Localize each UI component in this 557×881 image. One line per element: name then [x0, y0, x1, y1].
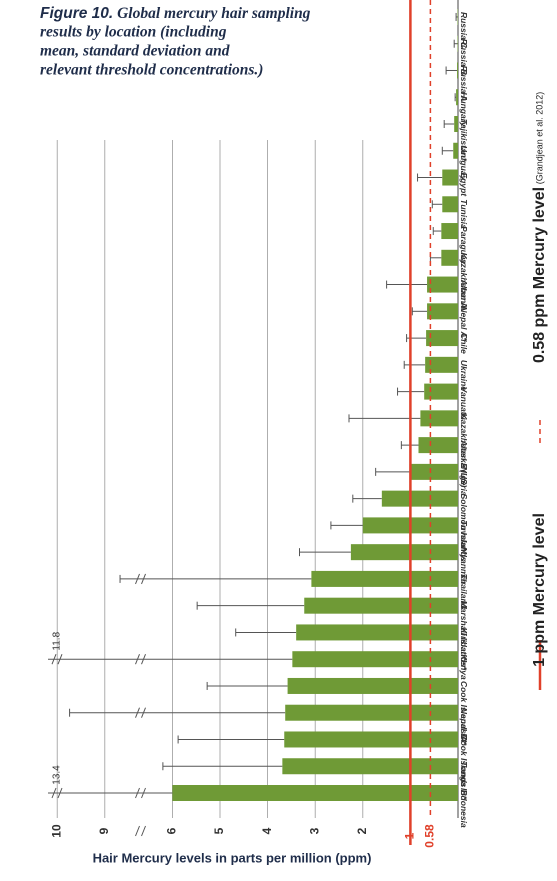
bar [172, 785, 458, 801]
bar [409, 464, 458, 480]
category-label: Nepal A* [459, 306, 469, 341]
bar [284, 731, 458, 747]
category-label: Cook Islands A* [459, 681, 469, 746]
category-label: Tunisia [459, 199, 469, 229]
bar [456, 89, 458, 105]
category-label: Kazakhstan B [459, 413, 469, 469]
reference-label: 0.58 [423, 824, 437, 848]
title-line: Global mercury hair sampling [117, 5, 311, 22]
bar [453, 143, 458, 159]
bar [420, 410, 458, 426]
x-tick-label: 9 [97, 827, 111, 834]
category-label: Paraguay [459, 226, 469, 266]
bar [285, 705, 458, 721]
title-line: relevant threshold concentrations.) [40, 62, 263, 79]
bar [441, 250, 458, 266]
bar [351, 544, 458, 560]
figure-label: Figure 10. [40, 5, 113, 22]
error-label: 11.8 [52, 631, 63, 650]
legend-source: (Grandjean et al. 2012) [534, 92, 544, 185]
x-tick-label: 3 [307, 827, 321, 834]
x-tick-label: 4 [260, 827, 274, 834]
chart-title: Figure 10. Global mercury hair sampling [40, 5, 311, 23]
bar [288, 678, 458, 694]
legend-label: 1 ppm Mercury level [531, 513, 548, 667]
x-tick-label: 10 [49, 824, 63, 838]
bar [418, 437, 458, 453]
axis-break [136, 826, 146, 836]
category-label: Marshall Islands* [459, 601, 469, 671]
bar [282, 758, 458, 774]
bar [296, 624, 458, 640]
reference-label: 1 [403, 832, 417, 839]
x-tick-label: 2 [355, 827, 369, 834]
title-line: results by location (including [40, 24, 227, 41]
bar [382, 491, 458, 507]
bar [454, 116, 458, 132]
bar [292, 651, 458, 667]
x-tick-label: 5 [212, 827, 226, 834]
bar [304, 598, 458, 614]
bar [424, 384, 458, 400]
error-label: 13.4 [52, 765, 63, 785]
bar [427, 303, 458, 319]
category-label: Ukraine [459, 360, 469, 391]
bar [311, 571, 458, 587]
category-label: Russia C [459, 12, 469, 49]
category-label: Solomon Islands [459, 494, 469, 562]
x-tick-label: 6 [165, 827, 179, 834]
bar [442, 170, 458, 186]
bar [442, 196, 458, 212]
x-axis-label: Hair Mercury levels in parts per million… [93, 850, 372, 865]
bar [441, 223, 458, 239]
category-label: Vanuatu [459, 387, 469, 421]
title-line: mean, standard deviation and [40, 43, 230, 60]
legend-label: 0.58 ppm Mercury level [531, 187, 548, 363]
bar [427, 277, 458, 293]
bar [457, 62, 458, 78]
